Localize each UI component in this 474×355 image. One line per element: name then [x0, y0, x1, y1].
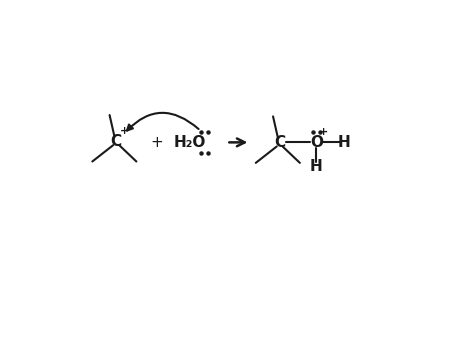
Text: C: C — [110, 133, 122, 148]
Text: +: + — [319, 127, 328, 137]
Text: C: C — [274, 135, 285, 150]
Text: H: H — [310, 159, 323, 174]
Text: O: O — [310, 135, 323, 150]
FancyArrowPatch shape — [127, 113, 199, 131]
Text: H: H — [337, 135, 350, 150]
Text: +: + — [150, 135, 163, 150]
Text: H₂O: H₂O — [173, 135, 206, 150]
Text: +: + — [119, 126, 129, 136]
